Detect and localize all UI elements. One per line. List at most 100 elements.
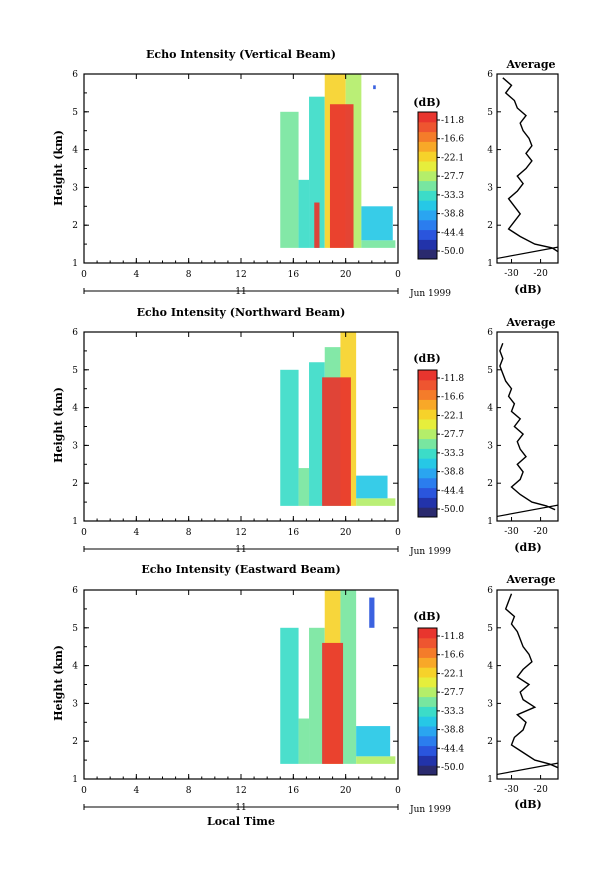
average-title: Average bbox=[505, 573, 555, 586]
colorbar-swatch bbox=[418, 379, 437, 391]
colorbar-swatch bbox=[418, 667, 437, 678]
x-tick-label: 0 bbox=[81, 528, 87, 538]
panel-northward: Echo Intensity (Northward Beam) Height (… bbox=[52, 306, 345, 463]
average-y-tick-label: 6 bbox=[487, 70, 493, 80]
x-tick-label: 16 bbox=[288, 270, 300, 280]
echo-cell bbox=[314, 202, 320, 248]
x-tick-label: 12 bbox=[235, 270, 246, 280]
echo-cell bbox=[298, 179, 310, 248]
y-tick-label: 4 bbox=[72, 404, 78, 414]
colorbar-swatch bbox=[418, 477, 437, 489]
colorbar-tick-label: -44.4 bbox=[441, 228, 464, 238]
average-x-label: (dB) bbox=[514, 798, 541, 811]
colorbar-tick-label: -33.3 bbox=[441, 707, 464, 717]
echo-cell bbox=[369, 597, 375, 628]
average-y-tick-label: 2 bbox=[487, 221, 493, 231]
average-y-tick-label: 4 bbox=[487, 404, 493, 414]
x-tick-label: 0 bbox=[81, 270, 87, 280]
echo-cell bbox=[361, 240, 396, 248]
colorbar-unit-label: (dB) bbox=[413, 352, 440, 365]
y-axis-label: Height (km) bbox=[52, 645, 65, 721]
average-profile-line bbox=[504, 593, 559, 769]
colorbar-swatch bbox=[418, 706, 437, 717]
colorbar-tick-label: -22.1 bbox=[441, 411, 464, 421]
y-tick-label: 3 bbox=[72, 183, 78, 193]
colorbar-tick-label: -38.8 bbox=[441, 726, 464, 736]
colorbar-swatch bbox=[418, 389, 437, 400]
average-x-tick-label: -20 bbox=[533, 269, 548, 279]
colorbar-swatch bbox=[418, 726, 437, 737]
average-y-tick-label: 1 bbox=[487, 259, 493, 269]
average-frame bbox=[496, 73, 559, 264]
y-tick-label: 4 bbox=[72, 146, 78, 156]
echo-cell bbox=[356, 498, 396, 506]
average-x-label: (dB) bbox=[514, 283, 541, 296]
echo-cell bbox=[361, 206, 393, 241]
colorbar-tick-label: -50.0 bbox=[441, 247, 464, 257]
echo-cell bbox=[322, 377, 351, 506]
average-profile-line bbox=[499, 343, 556, 511]
x-tick-label: 12 bbox=[235, 528, 246, 538]
colorbar-swatch bbox=[418, 637, 437, 649]
echo-cell bbox=[373, 85, 376, 90]
average-y-tick-label: 2 bbox=[487, 737, 493, 747]
panel-title: Echo Intensity (Eastward Beam) bbox=[141, 563, 340, 576]
average-frame bbox=[496, 331, 559, 522]
colorbar-swatch bbox=[418, 131, 437, 142]
average-x-tick-label: -20 bbox=[533, 785, 548, 795]
colorbar-tick-label: -22.1 bbox=[441, 153, 464, 163]
colorbar-swatch bbox=[418, 686, 437, 698]
x-tick-label: 4 bbox=[133, 270, 139, 280]
colorbar-frame bbox=[417, 111, 438, 260]
x-tick-label: 4 bbox=[133, 528, 139, 538]
colorbar-swatch bbox=[418, 161, 437, 172]
average-frame bbox=[496, 589, 559, 780]
average-y-tick-label: 5 bbox=[487, 366, 493, 376]
average-y-tick-label: 4 bbox=[487, 146, 493, 156]
y-tick-label: 3 bbox=[72, 441, 78, 451]
colorbar-swatch bbox=[418, 657, 437, 668]
colorbar-swatch bbox=[418, 141, 437, 152]
colorbar-tick-label: -16.6 bbox=[441, 393, 464, 403]
x-tick-label: 0 bbox=[81, 786, 87, 796]
colorbar-swatch bbox=[418, 200, 437, 211]
x-tick-label: 0 bbox=[395, 270, 401, 280]
y-tick-label: 2 bbox=[72, 737, 78, 747]
x-tick-label: 16 bbox=[288, 786, 300, 796]
average-ground-line bbox=[496, 246, 559, 260]
colorbar-swatch bbox=[418, 745, 437, 756]
y-tick-label: 5 bbox=[72, 108, 78, 118]
average-y-tick-label: 5 bbox=[487, 624, 493, 634]
colorbar-tick-label: -27.7 bbox=[441, 688, 464, 698]
colorbar-swatch bbox=[418, 765, 437, 776]
colorbar-swatch bbox=[418, 468, 437, 479]
average-profile-line bbox=[502, 77, 559, 253]
colorbar-swatch bbox=[418, 458, 437, 469]
x-tick-label: 8 bbox=[186, 270, 192, 280]
x-tick-label: 20 bbox=[340, 528, 352, 538]
colorbar-swatch bbox=[418, 507, 437, 518]
colorbar-swatch bbox=[418, 487, 437, 498]
average-y-tick-label: 2 bbox=[487, 479, 493, 489]
average-y-tick-label: 6 bbox=[487, 328, 493, 338]
y-tick-label: 5 bbox=[72, 624, 78, 634]
colorbar-tick-label: -38.8 bbox=[441, 468, 464, 478]
colorbar-tick-label: -11.8 bbox=[441, 116, 464, 126]
echo-cell bbox=[340, 590, 357, 764]
average-ground-line bbox=[496, 762, 559, 776]
colorbar-unit-label: (dB) bbox=[413, 96, 440, 109]
colorbar-swatch bbox=[418, 229, 437, 240]
echo-cell bbox=[309, 96, 325, 248]
x-tick-label: 0 bbox=[395, 786, 401, 796]
average-y-tick-label: 3 bbox=[487, 699, 493, 709]
colorbar-swatch bbox=[418, 180, 437, 191]
colorbar-tick-label: -50.0 bbox=[441, 763, 464, 773]
colorbar-tick-label: -16.6 bbox=[441, 135, 464, 145]
echo-cell bbox=[309, 362, 325, 506]
average-y-tick-label: 6 bbox=[487, 586, 493, 596]
y-tick-label: 3 bbox=[72, 699, 78, 709]
